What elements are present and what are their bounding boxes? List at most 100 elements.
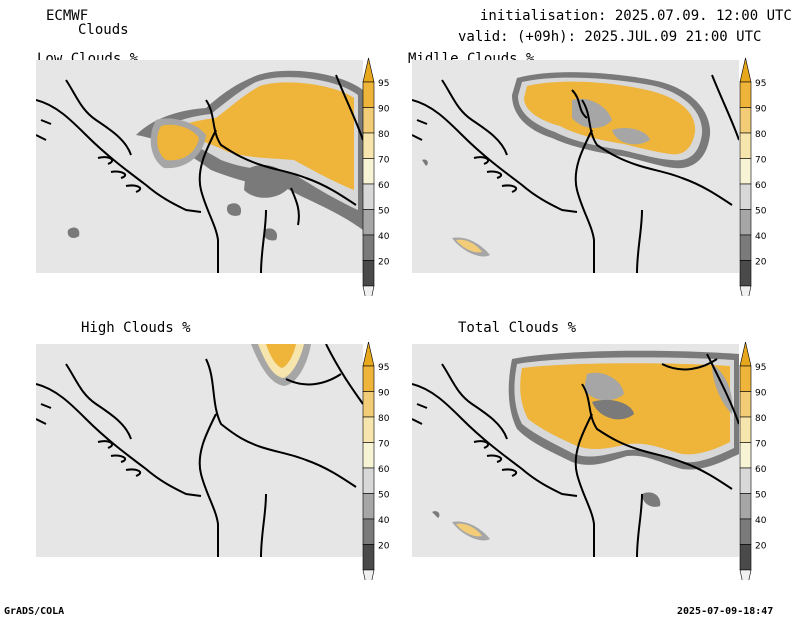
colorbar-top-arrow xyxy=(362,341,375,367)
colorbar-level-label: 60 xyxy=(755,181,767,191)
coastline-islands-middle xyxy=(412,119,518,193)
colorbar-level-label: 80 xyxy=(378,130,390,140)
colorbar-segment xyxy=(362,234,375,261)
colorbar-level-label: 95 xyxy=(378,79,389,89)
country-borders-low xyxy=(36,74,363,273)
colorbar-low: 95 90 80 70 60 50 40 20 xyxy=(362,57,390,296)
colorbar-segment xyxy=(362,158,375,185)
colorbar-segment xyxy=(739,234,752,261)
model-name: ECMWF xyxy=(46,8,89,24)
colorbar-level-label: 20 xyxy=(755,542,767,552)
colorbar-level-label: 40 xyxy=(378,232,390,242)
colorbar-level-label: 40 xyxy=(378,516,390,526)
colorbar-level-label: 50 xyxy=(755,207,767,217)
colorbar-level-label: 60 xyxy=(378,465,390,475)
colorbar-segment xyxy=(362,416,375,443)
footer-timestamp: 2025-07-09-18:47 xyxy=(677,606,774,617)
colorbar-segment xyxy=(362,467,375,494)
coastline-islands-low xyxy=(36,119,142,193)
colorbar-level-label: 90 xyxy=(755,105,767,115)
colorbar-segment xyxy=(362,493,375,520)
colorbar-level-label: 60 xyxy=(755,465,767,475)
colorbar-level-label: 80 xyxy=(755,130,767,140)
map-panel-low xyxy=(36,60,363,273)
colorbar-top-arrow xyxy=(739,57,752,83)
map-panel-high xyxy=(36,344,363,557)
country-borders-high xyxy=(36,344,363,557)
colorbar-segment xyxy=(739,158,752,185)
colorbar-level-label: 40 xyxy=(755,232,767,242)
colorbar-level-label: 70 xyxy=(755,156,767,166)
country-borders-total xyxy=(412,353,739,557)
colorbar-segment xyxy=(362,365,375,392)
footer-software: GrADS/COLA xyxy=(4,606,65,617)
colorbar-total: 95 90 80 70 60 50 40 20 xyxy=(739,341,767,580)
colorbar-segment xyxy=(362,442,375,469)
colorbar-segment xyxy=(739,209,752,236)
colorbar-segment xyxy=(739,493,752,520)
valid-time: valid: (+09h): 2025.JUL.09 21:00 UTC xyxy=(458,29,762,45)
map-panel-middle xyxy=(412,60,739,273)
colorbar-level-label: 70 xyxy=(378,156,390,166)
colorbar-level-label: 50 xyxy=(378,207,390,217)
cloud-field-high xyxy=(251,344,311,386)
colorbar-segment xyxy=(362,391,375,418)
colorbar-segment xyxy=(739,260,752,287)
colorbar-segment xyxy=(362,132,375,159)
cloud-field-total xyxy=(432,350,739,541)
map-total xyxy=(412,350,739,557)
map-panel-total xyxy=(412,344,739,557)
colorbar-segment xyxy=(739,107,752,134)
coastline-islands-high xyxy=(36,403,142,477)
colorbar-bottom-arrow xyxy=(362,569,375,580)
panel-title-total: Total Clouds % xyxy=(458,320,577,336)
product-name: Clouds xyxy=(78,22,129,38)
colorbar-segment xyxy=(739,467,752,494)
cloud-field-low xyxy=(67,70,363,241)
colorbar-level-label: 50 xyxy=(378,491,390,501)
colorbar-level-label: 60 xyxy=(378,181,390,191)
colorbar-segment xyxy=(739,183,752,210)
colorbar-level-label: 20 xyxy=(378,258,390,268)
colorbar-bottom-arrow xyxy=(739,569,752,580)
cloud-field-middle xyxy=(422,72,711,257)
colorbar-level-label: 70 xyxy=(755,440,767,450)
panel-title-high: High Clouds % xyxy=(81,320,191,336)
colorbar-level-label: 90 xyxy=(755,389,767,399)
colorbar-level-label: 40 xyxy=(755,516,767,526)
colorbar-segment xyxy=(362,183,375,210)
colorbar-bottom-arrow xyxy=(362,285,375,296)
colorbar-level-label: 50 xyxy=(755,491,767,501)
colorbar-segment xyxy=(739,544,752,571)
colorbar-level-label: 80 xyxy=(378,414,390,424)
colorbar-level-label: 20 xyxy=(755,258,767,268)
colorbar-segment xyxy=(362,81,375,108)
colorbar-segment xyxy=(739,365,752,392)
map-middle xyxy=(412,72,739,273)
colorbar-segment xyxy=(739,391,752,418)
colorbar-level-label: 90 xyxy=(378,389,390,399)
country-borders-middle xyxy=(412,74,739,273)
colorbar-segment xyxy=(362,544,375,571)
colorbar-segment xyxy=(739,442,752,469)
map-high xyxy=(36,344,363,557)
colorbar-level-label: 95 xyxy=(755,363,766,373)
colorbar-middle: 95 90 80 70 60 50 40 20 xyxy=(739,57,767,296)
colorbar-segment xyxy=(362,260,375,287)
colorbar-segment xyxy=(739,132,752,159)
colorbar-segment xyxy=(739,416,752,443)
colorbar-segment xyxy=(362,209,375,236)
colorbar-segment xyxy=(739,81,752,108)
colorbar-segment xyxy=(362,107,375,134)
initialisation-time: initialisation: 2025.07.09. 12:00 UTC xyxy=(480,8,792,24)
colorbar-bottom-arrow xyxy=(739,285,752,296)
colorbar-level-label: 80 xyxy=(755,414,767,424)
colorbar-level-label: 70 xyxy=(378,440,390,450)
colorbar-segment xyxy=(739,518,752,545)
colorbar-segment xyxy=(362,518,375,545)
colorbar-top-arrow xyxy=(362,57,375,83)
colorbar-level-label: 95 xyxy=(378,363,389,373)
colorbar-level-label: 20 xyxy=(378,542,390,552)
colorbar-high: 95 90 80 70 60 50 40 20 xyxy=(362,341,390,580)
colorbar-level-label: 90 xyxy=(378,105,390,115)
